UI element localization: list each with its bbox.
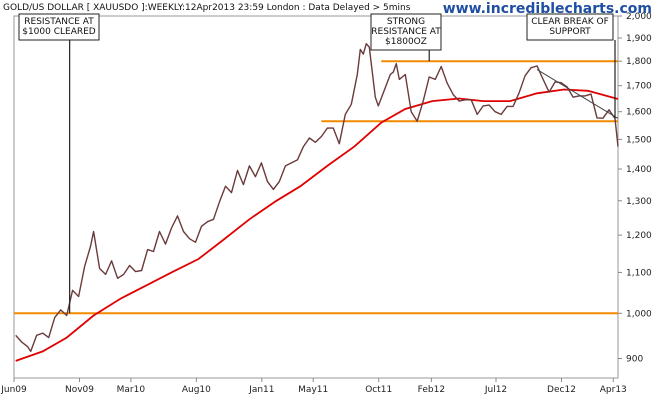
annotation-text: $1000 CLEARED bbox=[22, 27, 96, 37]
x-tick-label: Oct11 bbox=[365, 385, 392, 395]
axes: 900 1,000 1,100 1,200 1,300 1,400 1,500 1,600 1,… bbox=[0, 12, 652, 395]
x-tick-label: Mar10 bbox=[117, 385, 146, 395]
x-tick-label: Dec12 bbox=[547, 385, 576, 395]
plot-frame bbox=[13, 15, 619, 379]
x-tick-label: Feb12 bbox=[418, 385, 445, 395]
x-tick-label: Apr13 bbox=[600, 385, 627, 395]
y-tick-label: 1,600 bbox=[626, 108, 652, 118]
y-tick-label: 1,000 bbox=[626, 309, 652, 319]
annotation-text: RESISTANCE AT bbox=[24, 17, 94, 27]
annotations: RESISTANCE AT$1000 CLEAREDSTRONGRESISTAN… bbox=[18, 13, 616, 314]
y-tick-label: 1,200 bbox=[626, 231, 652, 241]
x-tick-label: Jul12 bbox=[484, 385, 507, 395]
y-tick-label: 1,400 bbox=[626, 165, 652, 175]
y-tick-label: 1,800 bbox=[626, 57, 652, 67]
x-tick-label: Aug10 bbox=[182, 385, 211, 395]
y-tick-label: 1,300 bbox=[626, 197, 652, 207]
annotation-text: STRONG bbox=[387, 17, 425, 27]
annotation-box bbox=[18, 13, 100, 41]
annotation-text: SUPPORT bbox=[549, 27, 591, 37]
annotation-text: CLEAR BREAK OF bbox=[531, 17, 609, 27]
y-tick-label: 1,900 bbox=[626, 34, 652, 44]
moving-average-line bbox=[15, 88, 619, 362]
y-tick-label: 900 bbox=[626, 355, 643, 365]
annotation-box bbox=[526, 13, 614, 41]
y-tick-label: 1,100 bbox=[626, 268, 652, 278]
chart-header: GOLD/US DOLLAR [ XAUUSDO ]:WEEKLY:12Apr2… bbox=[3, 3, 411, 13]
brand-text: www.incrediblecharts.com bbox=[443, 1, 652, 17]
y-tick-label: 1,700 bbox=[626, 82, 652, 92]
x-tick-label: Jun09 bbox=[0, 385, 27, 395]
price-line bbox=[15, 43, 619, 353]
x-tick-label: Jan11 bbox=[248, 385, 274, 395]
trendline bbox=[536, 69, 619, 119]
annotation-text: RESISTANCE AT bbox=[371, 27, 441, 37]
x-tick-label: Nov09 bbox=[65, 385, 94, 395]
annotation-text: $1800OZ bbox=[385, 37, 427, 47]
annotation-box bbox=[370, 13, 442, 51]
horizontal-levels bbox=[14, 60, 618, 315]
series bbox=[15, 43, 619, 362]
y-tick-label: 2,000 bbox=[626, 12, 652, 22]
x-tick-label: May11 bbox=[298, 385, 328, 395]
y-tick-label: 1,500 bbox=[626, 135, 652, 145]
